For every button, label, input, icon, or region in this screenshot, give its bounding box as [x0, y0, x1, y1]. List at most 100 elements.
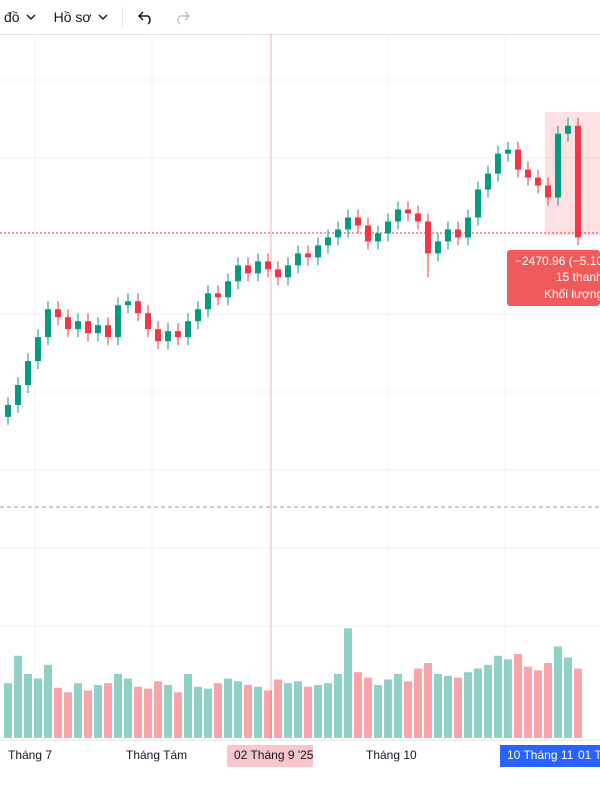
- candle-body: [35, 337, 41, 362]
- time-label: Tháng 7: [8, 748, 52, 762]
- candle-body: [225, 281, 231, 298]
- grid: [0, 34, 600, 740]
- candle-body: [575, 125, 581, 238]
- volume-bar: [274, 679, 282, 738]
- candle-body: [515, 149, 521, 170]
- candle-body: [385, 221, 391, 234]
- candle-body: [455, 229, 461, 238]
- volume-bar: [444, 675, 452, 738]
- candle-body: [565, 125, 571, 134]
- chevron: [98, 14, 108, 20]
- chevron: [26, 14, 36, 20]
- candle-body: [395, 209, 401, 222]
- candle-body: [375, 233, 381, 242]
- candle-body: [15, 385, 21, 405]
- candle-body: [165, 331, 171, 342]
- volume-bar: [104, 683, 112, 738]
- volume-bar: [54, 687, 62, 738]
- volume-bar: [284, 683, 292, 738]
- volume-bar: [524, 666, 532, 738]
- candle-body: [485, 173, 491, 190]
- volume-bar: [554, 646, 562, 738]
- volume-bar: [414, 668, 422, 738]
- redo-button[interactable]: [173, 9, 191, 25]
- chart[interactable]: −2470.96 (−5.10% 15 thanh, Khối lượng 3 …: [0, 34, 600, 800]
- candle-body: [245, 265, 251, 274]
- volume-bar: [314, 684, 322, 738]
- volume-bar: [194, 686, 202, 738]
- volume-bar: [154, 681, 162, 738]
- toolbar: đồ Hồ sơ: [0, 0, 600, 35]
- volume-bar: [14, 655, 22, 738]
- volume-bar: [514, 653, 522, 738]
- volume-bar: [134, 686, 142, 738]
- candle-body: [505, 149, 511, 154]
- volume-bar: [354, 672, 362, 738]
- candle-body: [265, 261, 271, 270]
- candle-body: [335, 229, 341, 238]
- candle-body: [545, 185, 551, 198]
- candle-body: [55, 309, 61, 318]
- menu-chart[interactable]: đồ: [4, 9, 36, 25]
- volume-bar: [214, 683, 222, 738]
- volume-bar: [544, 663, 552, 738]
- candle-body: [305, 253, 311, 258]
- volume-bar: [234, 681, 242, 738]
- volume-bar: [424, 663, 432, 738]
- candle-body: [75, 321, 81, 330]
- volume-bar: [324, 683, 332, 738]
- volume-bar: [454, 677, 462, 738]
- volume-bar: [244, 684, 252, 738]
- candle-body: [465, 217, 471, 238]
- candle-body: [185, 321, 191, 338]
- volume-bar: [224, 678, 232, 738]
- menu-profile[interactable]: Hồ sơ: [54, 9, 108, 25]
- candle-body: [315, 245, 321, 258]
- volume-bar: [44, 664, 52, 738]
- volume-bar: [184, 674, 192, 738]
- volume-bar: [164, 684, 172, 738]
- volume-bar: [74, 683, 82, 738]
- menu-label: Hồ sơ: [53, 9, 92, 25]
- candle-body: [555, 133, 561, 198]
- volume-bar: [574, 668, 582, 738]
- volume-bar: [124, 678, 132, 738]
- volume-bar: [564, 657, 572, 738]
- volume-bar: [24, 674, 32, 738]
- candle-body: [175, 331, 181, 338]
- tooltip-volume: Khối lượng 3: [544, 287, 600, 301]
- volume-bar: [264, 690, 272, 738]
- range-label-bg: [500, 745, 600, 767]
- volume-bar: [94, 684, 102, 738]
- volume-bar: [504, 659, 512, 738]
- volume-bar: [434, 674, 442, 738]
- candle-body: [85, 321, 91, 334]
- candle-body: [145, 313, 151, 330]
- candle-body: [415, 213, 421, 222]
- volume-bar: [294, 681, 302, 738]
- candle-body: [65, 317, 71, 330]
- candle-body: [5, 404, 11, 417]
- candle-body: [275, 269, 281, 278]
- volume-bar: [374, 684, 382, 738]
- crosshair-label-bg: [227, 745, 313, 767]
- candle-body: [425, 221, 431, 254]
- volume-bar: [174, 692, 182, 738]
- time-label: Tháng 10: [366, 748, 417, 762]
- volume-bar: [144, 688, 152, 738]
- volume-bar: [254, 686, 262, 738]
- menu-label: đồ: [4, 9, 20, 25]
- volume-bar: [4, 683, 12, 738]
- volume-bar: [494, 655, 502, 738]
- undo-button[interactable]: [137, 9, 155, 25]
- volume-bar: [64, 692, 72, 738]
- candle-body: [435, 241, 441, 254]
- candle-body: [295, 253, 301, 266]
- candle-body: [105, 325, 111, 338]
- candle-body: [495, 153, 501, 174]
- candle-body: [355, 217, 361, 226]
- candle-body: [95, 325, 101, 334]
- separator: [121, 7, 123, 27]
- volume-bar: [484, 664, 492, 738]
